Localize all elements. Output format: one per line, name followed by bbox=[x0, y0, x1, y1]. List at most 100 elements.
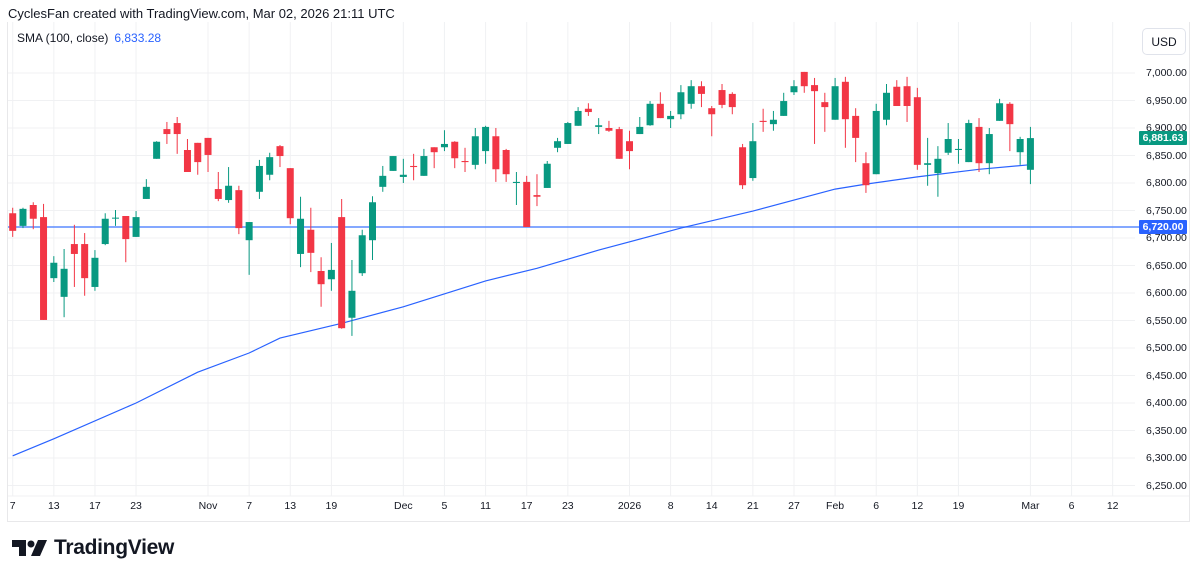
x-tick-label: 12 bbox=[911, 500, 924, 512]
y-tick-label: 6,700.00 bbox=[1146, 232, 1187, 244]
candle-body bbox=[410, 165, 418, 168]
candle bbox=[667, 110, 675, 128]
candles-layer bbox=[9, 71, 1034, 336]
candle-body bbox=[852, 115, 860, 138]
candle-body bbox=[70, 244, 78, 254]
candle bbox=[811, 77, 819, 144]
candle-body bbox=[379, 175, 387, 187]
candle bbox=[276, 145, 284, 168]
x-tick-label: 5 bbox=[441, 500, 448, 512]
candle-body bbox=[615, 129, 623, 159]
currency-button[interactable]: USD bbox=[1142, 28, 1186, 55]
y-tick-label: 6,650.00 bbox=[1146, 259, 1187, 272]
candle-body bbox=[965, 123, 973, 163]
x-tick-label: Feb bbox=[826, 500, 845, 512]
x-tick-label: 11 bbox=[480, 500, 492, 512]
candle bbox=[605, 120, 613, 132]
candle-body bbox=[656, 103, 664, 119]
candle-body bbox=[307, 229, 315, 253]
y-tick-label: 6,600.00 bbox=[1146, 287, 1187, 299]
candle bbox=[451, 141, 459, 169]
candle-body bbox=[461, 161, 469, 163]
x-tick-label: 7 bbox=[246, 500, 253, 512]
candle-body bbox=[554, 141, 562, 148]
candle-body bbox=[831, 86, 839, 120]
candle bbox=[708, 106, 716, 137]
candle bbox=[780, 92, 788, 116]
candle bbox=[769, 110, 777, 131]
candle-body bbox=[29, 205, 37, 219]
candle-body bbox=[718, 90, 726, 105]
candle bbox=[492, 128, 500, 182]
candle bbox=[944, 123, 952, 155]
candle bbox=[636, 117, 644, 135]
candle-body bbox=[235, 190, 243, 229]
candle-body bbox=[1026, 138, 1034, 170]
candle-body bbox=[471, 136, 479, 165]
x-tick-label: 7 bbox=[9, 500, 16, 512]
x-tick-label: 19 bbox=[325, 500, 338, 512]
y-tick-label: 6,900.00 bbox=[1146, 122, 1187, 134]
candle-body bbox=[91, 257, 99, 287]
candle-body bbox=[893, 86, 901, 106]
candle bbox=[893, 80, 901, 106]
candle bbox=[70, 224, 78, 287]
candle bbox=[338, 198, 346, 329]
y-tick-label: 6,550.00 bbox=[1146, 314, 1187, 327]
candle-body bbox=[811, 85, 819, 92]
candle bbox=[420, 148, 428, 176]
candle-body bbox=[327, 269, 335, 280]
candle bbox=[317, 257, 325, 307]
candle bbox=[687, 80, 695, 109]
candle bbox=[235, 185, 243, 235]
y-tick-label: 6,750.00 bbox=[1146, 204, 1187, 217]
horizontal-line-price-tag: 6,720.00 bbox=[1139, 220, 1187, 234]
indicator-value: 6,833.28 bbox=[114, 31, 162, 45]
indicator-legend[interactable]: SMA (100, close) 6,833.28 bbox=[17, 31, 161, 45]
y-tick-label: 6,300.00 bbox=[1146, 452, 1187, 464]
candle bbox=[533, 174, 541, 207]
candle-body bbox=[286, 168, 294, 219]
candle-body bbox=[266, 157, 274, 175]
candle bbox=[1006, 102, 1014, 152]
candle-body bbox=[420, 156, 428, 176]
candle-body bbox=[440, 143, 448, 148]
candle-body bbox=[533, 195, 541, 197]
candle-body bbox=[862, 163, 870, 186]
candle bbox=[173, 117, 181, 154]
candle bbox=[19, 207, 27, 229]
candle-body bbox=[389, 156, 397, 171]
candle-body bbox=[482, 126, 490, 152]
chart-attribution: CyclesFan created with TradingView.com, … bbox=[8, 6, 395, 21]
candle bbox=[739, 143, 747, 190]
candle-body bbox=[50, 262, 58, 279]
candle bbox=[9, 207, 17, 237]
y-tick-label: 6,450.00 bbox=[1146, 369, 1187, 382]
candle-body bbox=[112, 217, 119, 219]
candle-body bbox=[399, 174, 407, 177]
candle bbox=[410, 153, 418, 181]
candle bbox=[512, 172, 520, 205]
candle bbox=[194, 142, 202, 175]
candle bbox=[60, 249, 68, 318]
candle bbox=[50, 256, 58, 282]
sma-layer bbox=[12, 164, 1031, 457]
candle bbox=[831, 77, 839, 120]
chart-frame bbox=[7, 22, 1190, 522]
candle-body bbox=[605, 128, 613, 131]
grid-lines bbox=[8, 22, 1189, 497]
candle bbox=[440, 130, 448, 152]
candle-body bbox=[646, 103, 654, 126]
candle bbox=[389, 156, 397, 171]
candle bbox=[913, 87, 921, 170]
candle-body bbox=[142, 186, 150, 199]
candle bbox=[297, 196, 305, 268]
candle-body bbox=[523, 181, 531, 227]
candle bbox=[214, 172, 222, 202]
x-tick-label: Mar bbox=[1021, 500, 1040, 512]
candle bbox=[584, 103, 592, 116]
candle-body bbox=[163, 129, 171, 135]
candle-body bbox=[697, 86, 705, 94]
candle-body bbox=[975, 126, 983, 164]
